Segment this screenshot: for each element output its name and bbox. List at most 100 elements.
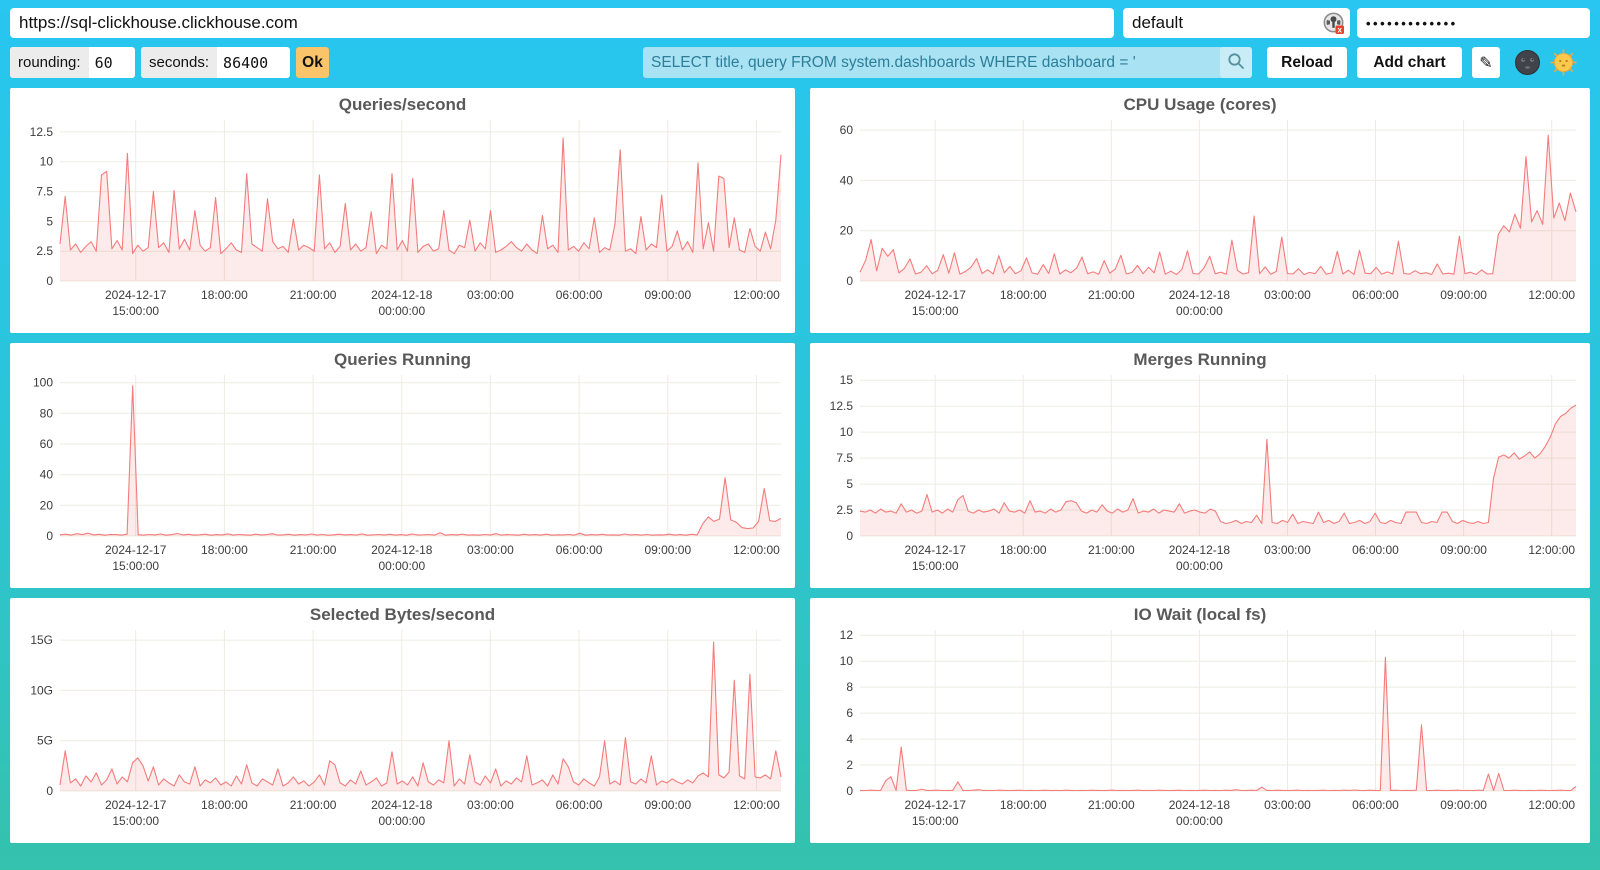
chart-card-cpu-usage: 0 20 40 60 2024-12-17 15:00:00 18:00:00 21:00:0… — [810, 88, 1590, 333]
svg-text:15: 15 — [840, 373, 854, 387]
svg-text:2024-12-17: 2024-12-17 — [905, 288, 967, 302]
svg-text:2024-12-18: 2024-12-18 — [371, 543, 433, 557]
sun-icon — [1550, 49, 1577, 79]
seconds-input[interactable] — [217, 47, 281, 78]
svg-text:21:00:00: 21:00:00 — [1088, 288, 1135, 302]
svg-text:20: 20 — [840, 224, 854, 238]
svg-text:12.5: 12.5 — [830, 399, 854, 413]
svg-text:21:00:00: 21:00:00 — [1088, 543, 1135, 557]
password-input[interactable] — [1357, 8, 1590, 38]
dashboard-query-field — [643, 47, 1252, 78]
svg-text:2024-12-17: 2024-12-17 — [105, 798, 167, 812]
pencil-icon: ✎ — [1479, 54, 1493, 72]
chart-plot-cpu-usage[interactable]: 0 20 40 60 2024-12-17 15:00:00 18:00:00 21:00:0… — [810, 88, 1590, 333]
chart-card-merges-running: 0 2.5 5 7.5 10 12.5 15 2024-12-17 15:00:00 18:00:… — [810, 343, 1590, 588]
svg-text:12: 12 — [840, 628, 854, 642]
svg-text:06:00:00: 06:00:00 — [556, 798, 603, 812]
svg-text:100: 100 — [33, 376, 53, 390]
svg-text:0: 0 — [846, 274, 853, 288]
svg-text:03:00:00: 03:00:00 — [1264, 543, 1311, 557]
svg-text:15:00:00: 15:00:00 — [912, 559, 959, 573]
svg-text:06:00:00: 06:00:00 — [556, 543, 603, 557]
svg-text:2024-12-18: 2024-12-18 — [1169, 798, 1231, 812]
svg-text:21:00:00: 21:00:00 — [290, 543, 337, 557]
svg-text:00:00:00: 00:00:00 — [378, 814, 425, 828]
svg-text:00:00:00: 00:00:00 — [1176, 814, 1223, 828]
svg-text:15:00:00: 15:00:00 — [112, 814, 159, 828]
svg-text:2024-12-18: 2024-12-18 — [371, 798, 433, 812]
svg-text:10: 10 — [40, 155, 54, 169]
svg-text:5: 5 — [46, 214, 53, 228]
chart-plot-queries-per-second[interactable]: 0 2.5 5 7.5 10 12.5 2024-12-17 15:00:00 18:00:00… — [10, 88, 795, 333]
moon-icon — [1514, 50, 1541, 79]
password-manager-icon[interactable]: x — [1322, 11, 1346, 35]
svg-text:2: 2 — [846, 758, 853, 772]
svg-text:2024-12-18: 2024-12-18 — [371, 288, 433, 302]
rounding-label: rounding: — [10, 47, 89, 78]
chart-plot-merges-running[interactable]: 0 2.5 5 7.5 10 12.5 15 2024-12-17 15:00:00 18:00:… — [810, 343, 1590, 588]
svg-text:18:00:00: 18:00:00 — [201, 288, 248, 302]
svg-text:03:00:00: 03:00:00 — [467, 288, 514, 302]
svg-text:5G: 5G — [37, 734, 53, 748]
svg-text:09:00:00: 09:00:00 — [1440, 798, 1487, 812]
svg-text:21:00:00: 21:00:00 — [1088, 798, 1135, 812]
svg-text:x: x — [1337, 26, 1342, 35]
svg-text:6: 6 — [846, 706, 853, 720]
reload-button[interactable]: Reload — [1267, 47, 1347, 78]
svg-text:12:00:00: 12:00:00 — [733, 798, 780, 812]
svg-text:2024-12-17: 2024-12-17 — [105, 543, 167, 557]
svg-text:15:00:00: 15:00:00 — [112, 304, 159, 318]
svg-text:18:00:00: 18:00:00 — [1000, 543, 1047, 557]
svg-text:15:00:00: 15:00:00 — [912, 304, 959, 318]
edit-button[interactable]: ✎ — [1472, 47, 1500, 78]
svg-text:80: 80 — [40, 406, 54, 420]
dashboard-query-input[interactable] — [643, 53, 1220, 72]
svg-text:18:00:00: 18:00:00 — [201, 798, 248, 812]
svg-text:03:00:00: 03:00:00 — [467, 543, 514, 557]
svg-text:12:00:00: 12:00:00 — [1528, 798, 1575, 812]
svg-text:60: 60 — [40, 437, 54, 451]
rounding-input[interactable] — [88, 47, 130, 78]
svg-text:7.5: 7.5 — [36, 185, 53, 199]
chart-card-io-wait: 0 2 4 6 8 10 12 2024-12-17 15:00:00 18:00:00 21:00… — [810, 598, 1590, 843]
svg-text:40: 40 — [40, 468, 54, 482]
run-query-button[interactable] — [1220, 47, 1252, 78]
svg-text:21:00:00: 21:00:00 — [290, 798, 337, 812]
svg-text:09:00:00: 09:00:00 — [1440, 288, 1487, 302]
svg-text:09:00:00: 09:00:00 — [1440, 543, 1487, 557]
user-input[interactable] — [1123, 13, 1322, 33]
svg-text:0: 0 — [46, 529, 53, 543]
svg-text:12:00:00: 12:00:00 — [733, 543, 780, 557]
svg-text:09:00:00: 09:00:00 — [644, 798, 691, 812]
chart-plot-queries-running[interactable]: 0 20 40 60 80 100 2024-12-17 15:00:00 18:00:00 21… — [10, 343, 795, 588]
svg-text:00:00:00: 00:00:00 — [1176, 304, 1223, 318]
svg-text:10: 10 — [840, 654, 854, 668]
chart-plot-io-wait[interactable]: 0 2 4 6 8 10 12 2024-12-17 15:00:00 18:00:00 21:00… — [810, 598, 1590, 843]
add-chart-button[interactable]: Add chart — [1357, 47, 1462, 78]
svg-text:00:00:00: 00:00:00 — [1176, 559, 1223, 573]
seconds-label: seconds: — [141, 47, 218, 78]
url-input[interactable] — [10, 8, 1114, 38]
user-field[interactable]: x — [1123, 8, 1350, 38]
chart-plot-selected-bytes[interactable]: 0 5G 10G 15G 2024-12-17 15:00:00 18:00:00 21:00… — [10, 598, 795, 843]
svg-text:5: 5 — [846, 477, 853, 491]
seconds-field: seconds: — [141, 47, 290, 78]
svg-text:06:00:00: 06:00:00 — [1352, 288, 1399, 302]
svg-text:09:00:00: 09:00:00 — [644, 288, 691, 302]
svg-text:0: 0 — [846, 784, 853, 798]
svg-text:60: 60 — [840, 123, 854, 137]
light-theme-toggle[interactable] — [1550, 49, 1577, 76]
svg-text:15:00:00: 15:00:00 — [912, 814, 959, 828]
svg-text:0: 0 — [46, 274, 53, 288]
chart-card-selected-bytes: 0 5G 10G 15G 2024-12-17 15:00:00 18:00:00 21:00… — [10, 598, 795, 843]
svg-text:06:00:00: 06:00:00 — [1352, 543, 1399, 557]
svg-text:2024-12-18: 2024-12-18 — [1169, 288, 1231, 302]
svg-text:18:00:00: 18:00:00 — [1000, 798, 1047, 812]
svg-text:12:00:00: 12:00:00 — [1528, 288, 1575, 302]
dark-theme-toggle[interactable] — [1514, 49, 1541, 76]
svg-text:2024-12-18: 2024-12-18 — [1169, 543, 1231, 557]
svg-text:10G: 10G — [30, 683, 53, 697]
rounding-field: rounding: — [10, 47, 135, 78]
svg-text:18:00:00: 18:00:00 — [201, 543, 248, 557]
ok-button[interactable]: Ok — [296, 47, 329, 78]
